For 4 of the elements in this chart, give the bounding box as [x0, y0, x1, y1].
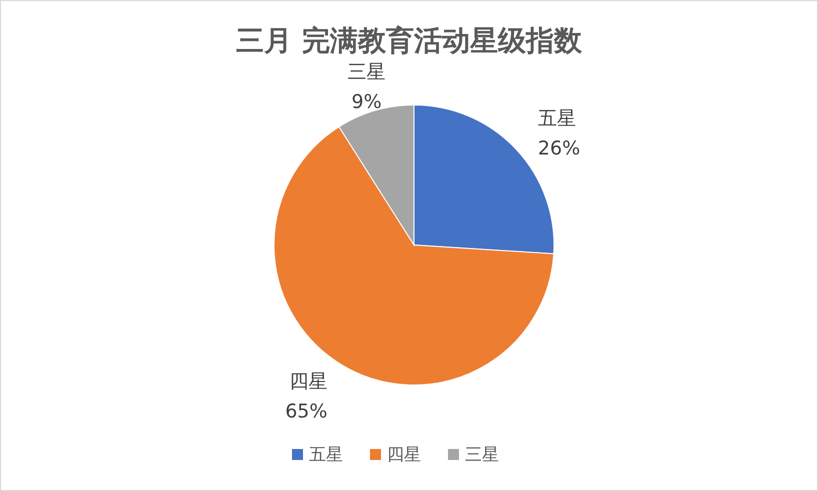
legend-label: 五星 [309, 445, 343, 465]
legend-label: 三星 [465, 445, 499, 465]
legend-label: 四星 [387, 445, 421, 465]
chart-title: 三月 完满教育活动星级指数 [236, 24, 583, 57]
